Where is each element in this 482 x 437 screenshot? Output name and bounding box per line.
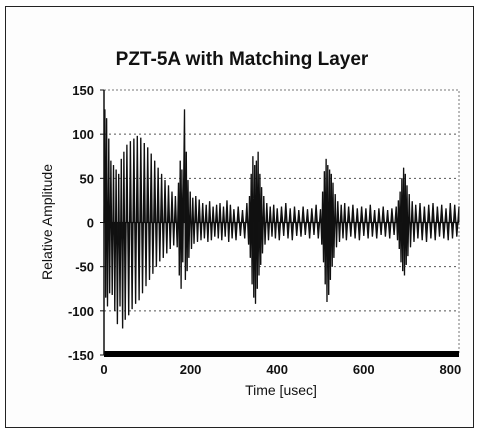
x-tick-label: 800: [439, 362, 461, 377]
y-tick-label: 50: [80, 171, 94, 186]
y-tick-label: -150: [68, 348, 94, 363]
x-axis-bar: [104, 351, 459, 357]
y-axis-label: Relative Amplitude: [39, 164, 55, 280]
x-tick-labels: 0 200 400 600 800: [100, 362, 461, 377]
y-tick-label: 0: [87, 216, 94, 231]
x-tick-label: 200: [180, 362, 202, 377]
x-tick-label: 400: [266, 362, 288, 377]
y-tick-label: -50: [75, 260, 94, 275]
chart-title: PZT-5A with Matching Layer: [116, 49, 369, 70]
y-tick-label: 150: [72, 83, 94, 98]
y-tick-label: 100: [72, 127, 94, 142]
series-group: [103, 109, 460, 329]
y-tick-labels: 150 100 50 0 -50 -100 -150: [68, 83, 104, 363]
x-axis-label: Time [usec]: [245, 382, 317, 398]
x-tick-label: 0: [100, 362, 107, 377]
x-tick-label: 600: [353, 362, 375, 377]
y-tick-label: -100: [68, 304, 94, 319]
